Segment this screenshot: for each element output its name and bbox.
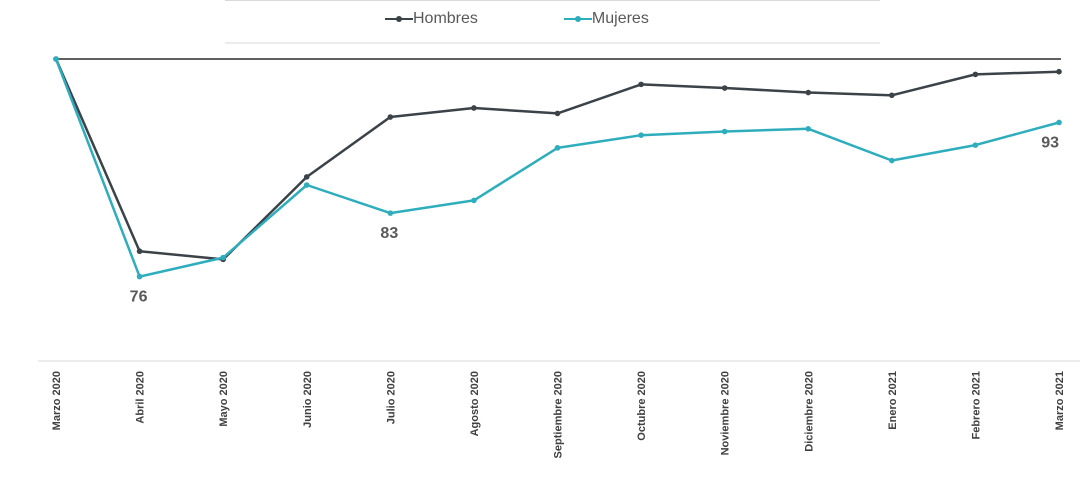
data-point (1056, 68, 1062, 75)
annotation-layer: 76 83 93 (130, 134, 1059, 305)
x-tick-label: Octubre 2020 (636, 371, 648, 441)
data-point (53, 56, 59, 62)
legend-swatch-mujeres (563, 13, 592, 25)
data-point (136, 248, 143, 255)
x-tick-label: Septiembre 2020 (553, 371, 565, 458)
x-tick-label: Marzo 2020 (51, 371, 63, 430)
data-point (554, 110, 561, 117)
x-tick-label: Abril 2020 (135, 371, 147, 424)
legend-item-hombres: Hombres (385, 10, 478, 28)
data-point (554, 145, 561, 151)
x-tick-label: Noviembre 2020 (720, 371, 732, 455)
data-point (471, 105, 477, 111)
data-point (220, 254, 226, 261)
data-point (889, 157, 895, 164)
data-point (471, 197, 477, 204)
x-tick-label: Diciembre 2020 (803, 371, 815, 452)
series-layer (53, 56, 1062, 280)
x-tick-label: Marzo 2021 (1054, 371, 1066, 430)
data-label: 83 (380, 225, 398, 242)
data-point (805, 89, 812, 96)
x-tick-label: Julio 2020 (385, 371, 397, 424)
x-axis: Marzo 2020 Abril 2020 Mayo 2020 Junio 2020 J… (38, 360, 1080, 458)
data-point (387, 210, 394, 216)
x-tick-label: Enero 2021 (887, 371, 899, 430)
data-point (136, 273, 143, 280)
x-tick-label: Agosto 2020 (469, 371, 481, 436)
legend-label-hombres: Hombres (413, 10, 478, 27)
legend-label-mujeres: Mujeres (591, 10, 649, 27)
series-mujeres (53, 56, 1062, 280)
data-point (805, 126, 812, 132)
data-point (638, 132, 644, 138)
legend-item-mujeres: Mujeres (563, 10, 649, 28)
data-label: 76 (130, 289, 148, 306)
data-point (721, 128, 728, 135)
data-point (1056, 119, 1062, 126)
legend-swatch-hombres (385, 13, 413, 25)
data-point (303, 174, 310, 180)
data-point (972, 142, 979, 148)
data-point (889, 92, 895, 99)
data-point (721, 85, 728, 91)
data-point (303, 182, 310, 188)
series-hombres (53, 56, 1062, 263)
data-label: 93 (1041, 134, 1059, 151)
legend: Hombres Mujeres (385, 10, 649, 28)
data-point (387, 114, 394, 120)
x-tick-label: Mayo 2020 (218, 371, 230, 427)
data-point (972, 71, 979, 78)
x-tick-label: Junio 2020 (302, 371, 314, 428)
data-point (638, 81, 644, 88)
x-tick-label: Febrero 2021 (970, 371, 982, 439)
series-line (54, 58, 1060, 261)
